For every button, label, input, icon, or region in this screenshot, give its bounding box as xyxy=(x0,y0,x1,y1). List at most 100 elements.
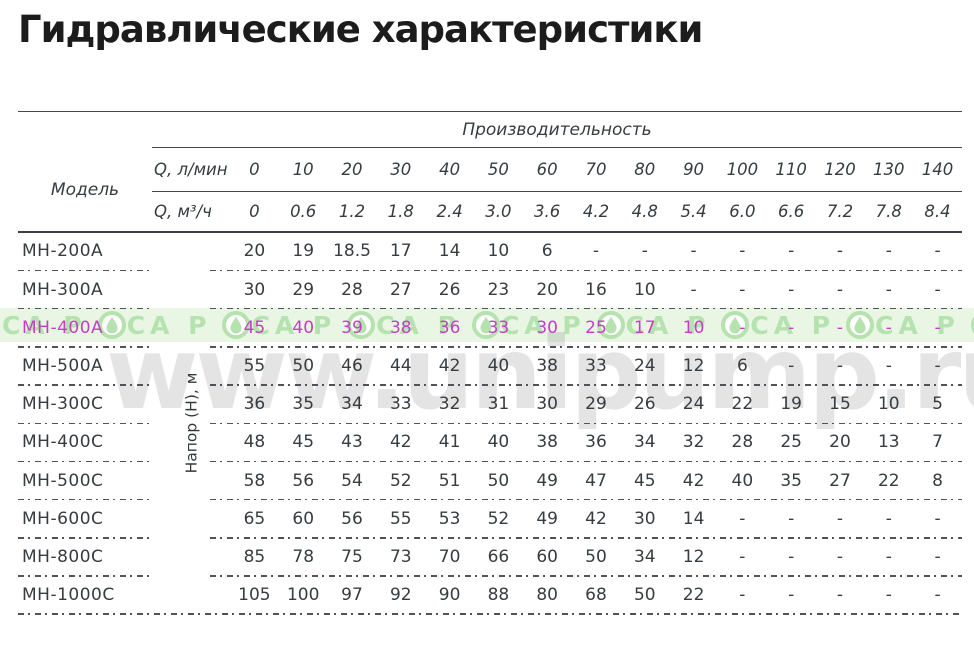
flow-m3h-value: 8.4 xyxy=(924,202,951,221)
drop-circle-icon xyxy=(222,311,251,339)
head-value-cell: 50 xyxy=(292,355,315,376)
model-cell: МН-1000С xyxy=(22,585,115,606)
head-value-cell: 52 xyxy=(487,508,510,529)
head-value-cell: 50 xyxy=(585,546,607,567)
head-value-cell: 12 xyxy=(682,546,705,567)
row-separator xyxy=(18,307,962,310)
table-row: МН-600С 65 60 56 55 53 52 49 42 30 14 - - - - - xyxy=(18,500,962,537)
head-value-cell: 17 xyxy=(633,317,656,338)
flow-lmin-value: 10 xyxy=(292,160,314,179)
head-value-cell: - xyxy=(885,508,892,529)
head-value-cell: 36 xyxy=(243,394,266,415)
flow-lmin-value: 70 xyxy=(585,160,607,179)
table-row: МН-400С 48 45 43 42 41 40 38 36 34 32 28 25 20 13 7 xyxy=(18,424,962,461)
brand-watermark-text: СА Р xyxy=(500,310,586,340)
head-value-cell: 5 xyxy=(932,394,943,415)
head-value-cell: 60 xyxy=(292,508,315,529)
head-value-cell: 7 xyxy=(932,432,943,453)
head-value-cell: 38 xyxy=(389,317,412,338)
capacity-header: Производительность xyxy=(152,112,962,148)
head-value-cell: 65 xyxy=(243,508,266,529)
head-value-cell: - xyxy=(885,241,892,262)
head-value-cell: 50 xyxy=(487,470,510,491)
flow-lmin-value: 20 xyxy=(341,160,363,179)
head-value-cell: - xyxy=(788,355,795,376)
head-value-cell: 26 xyxy=(438,279,461,300)
head-value-cell: 45 xyxy=(243,317,266,338)
head-value-cell: - xyxy=(934,546,941,567)
head-value-cell: 49 xyxy=(536,508,558,529)
brand-watermark-unit: СА Р xyxy=(251,310,376,340)
brand-watermark-text: СА Р xyxy=(750,310,836,340)
flow-m3h-value: 7.2 xyxy=(826,202,854,221)
head-value-cell: - xyxy=(641,241,648,262)
flow-m3h-value: 3.0 xyxy=(485,202,512,221)
head-value-cell: 58 xyxy=(243,470,266,491)
head-value-cell: 40 xyxy=(292,317,315,338)
head-value-cell: 56 xyxy=(341,508,363,529)
brand-watermark-unit: СА Р xyxy=(501,310,626,340)
head-value-cell: 6 xyxy=(541,241,553,262)
head-value-cell: - xyxy=(836,585,844,606)
flow-lmin-value: 60 xyxy=(536,160,558,179)
row-separator xyxy=(18,346,962,348)
head-value-cell: - xyxy=(690,279,697,300)
drop-circle-icon xyxy=(97,311,126,339)
head-value-cell: 16 xyxy=(585,279,607,300)
flow-m3h-value: 1.2 xyxy=(338,202,366,221)
head-value-cell: 42 xyxy=(585,508,607,529)
head-value-cell: 27 xyxy=(829,470,851,491)
head-value-cell: 33 xyxy=(389,394,412,415)
header-body-divider xyxy=(18,231,962,233)
head-value-cell: 34 xyxy=(341,394,363,415)
head-value-cell: - xyxy=(788,241,795,262)
flow-m3h-value: 4.2 xyxy=(582,202,610,221)
head-value-cell: 60 xyxy=(536,546,558,567)
head-value-cell: 28 xyxy=(341,279,363,300)
head-value-cell: 88 xyxy=(487,585,510,606)
head-value-cell: 30 xyxy=(633,508,656,529)
head-value-cell: - xyxy=(739,546,746,567)
head-value-cell: 38 xyxy=(536,432,558,453)
flow-lmin-value: 40 xyxy=(439,160,461,179)
head-value-cell: - xyxy=(788,585,795,606)
row-separator xyxy=(18,613,962,615)
head-value-cell: 33 xyxy=(487,317,510,338)
drop-circle-icon xyxy=(347,311,376,339)
head-value-cell: - xyxy=(836,279,844,300)
head-value-cell: 54 xyxy=(341,470,363,491)
head-value-cell: 17 xyxy=(389,241,412,262)
head-value-cell: 10 xyxy=(877,394,900,415)
head-value-cell: 34 xyxy=(633,432,656,453)
brand-watermark-unit: СА Р xyxy=(875,310,974,340)
model-cell: МН-800С xyxy=(22,546,104,567)
head-value-cell: 8 xyxy=(932,470,943,491)
head-value-cell: - xyxy=(885,585,892,606)
table-row: МН-500С 58 56 54 52 51 50 49 47 45 42 40 35 27 22 8 xyxy=(18,462,962,499)
head-value-cell: - xyxy=(739,317,746,338)
head-value-cell: 35 xyxy=(780,470,802,491)
head-value-cell: 100 xyxy=(286,585,320,606)
table-row: МН-300С 36 35 34 33 32 31 30 29 26 24 22 19 15 10 5 xyxy=(18,386,962,423)
head-value-cell: 6 xyxy=(736,355,748,376)
head-value-cell: - xyxy=(885,355,892,376)
head-value-cell: 15 xyxy=(829,394,851,415)
head-value-cell: - xyxy=(788,508,795,529)
head-value-cell: 18.5 xyxy=(333,241,371,262)
head-value-cell: 45 xyxy=(633,470,656,491)
brand-watermark-unit: СА Р xyxy=(127,310,252,340)
head-value-cell: 52 xyxy=(389,470,412,491)
head-value-cell: 42 xyxy=(438,355,461,376)
head-value-cell: 20 xyxy=(829,432,851,453)
head-value-cell: - xyxy=(836,546,844,567)
head-value-cell: 32 xyxy=(438,394,461,415)
model-cell: МН-300А xyxy=(22,279,104,300)
head-value-cell: 97 xyxy=(341,585,363,606)
model-cell: МН-300С xyxy=(22,394,104,415)
head-value-cell: - xyxy=(739,279,746,300)
head-value-cell: - xyxy=(788,546,795,567)
head-value-cell: 51 xyxy=(438,470,461,491)
head-value-cell: 105 xyxy=(238,585,271,606)
flow-lmin-value: 80 xyxy=(634,160,656,179)
head-value-cell: - xyxy=(592,241,600,262)
